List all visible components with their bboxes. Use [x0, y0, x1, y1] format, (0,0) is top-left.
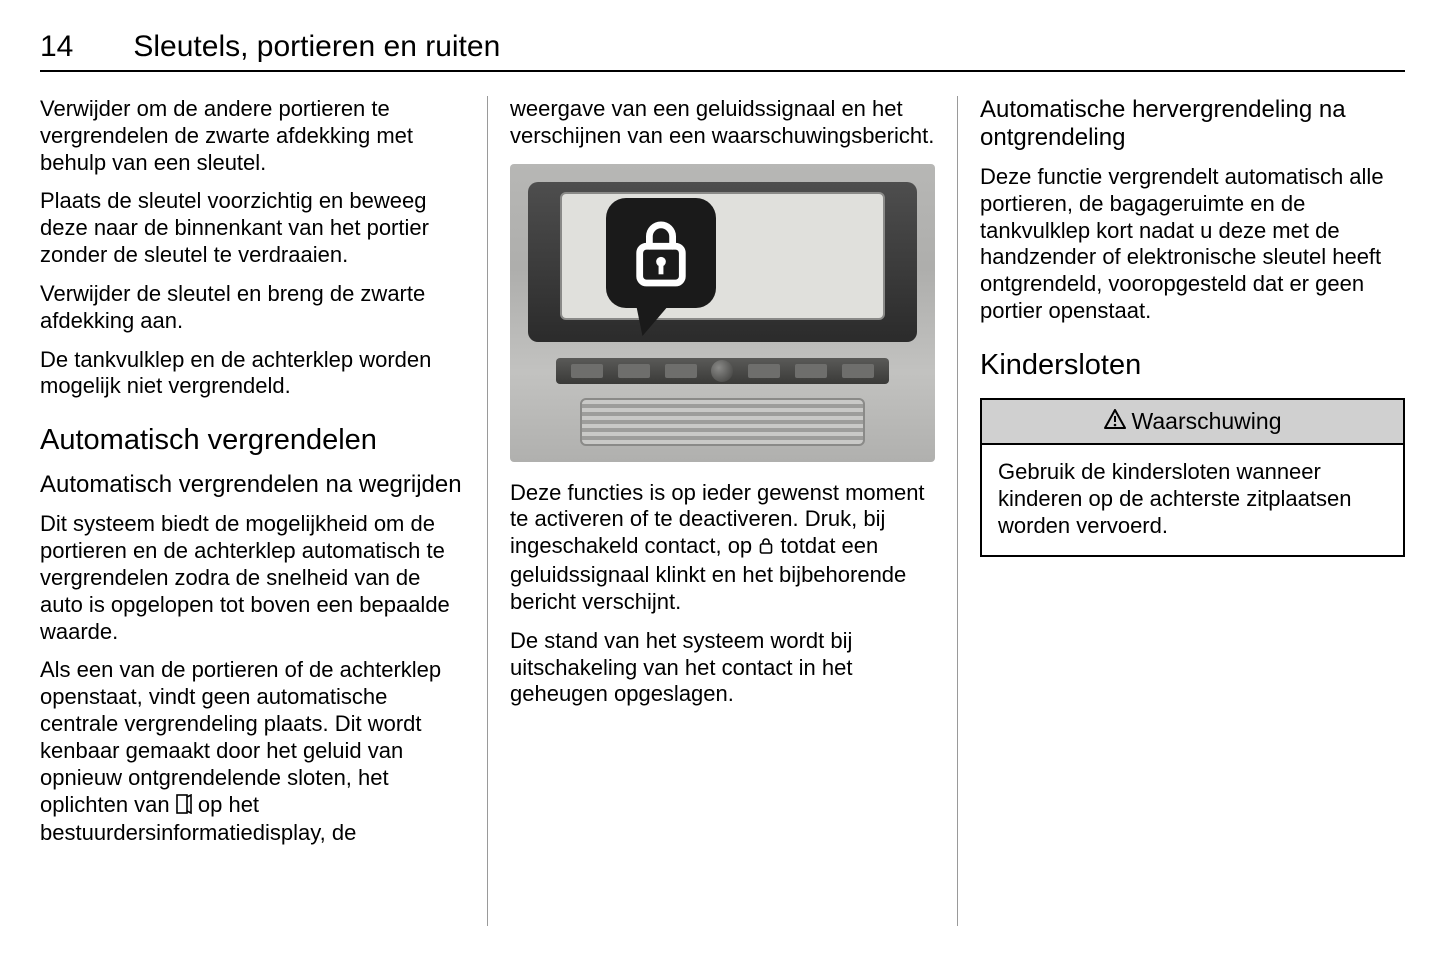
paragraph: Verwijder de sleutel en breng de zwarte … — [40, 281, 465, 335]
paragraph: Dit systeem biedt de mogelijkheid om de … — [40, 511, 465, 645]
control-button — [571, 364, 603, 378]
column-2: weergave van een geluidssignaal en het v… — [488, 96, 957, 926]
paragraph: Verwijder om de andere portieren te verg… — [40, 96, 465, 176]
air-vent — [580, 398, 865, 446]
dashboard-controls — [556, 358, 889, 384]
subheading-lock-driveaway: Automatisch vergrendelen na wegrijden — [40, 471, 465, 499]
paragraph: Als een van de portieren of de achter­kl… — [40, 657, 465, 847]
content-columns: Verwijder om de andere portieren te verg… — [40, 96, 1405, 926]
lock-button-icon — [758, 535, 774, 562]
control-button — [795, 364, 827, 378]
door-open-icon — [176, 794, 192, 821]
lock-icon-bubble — [606, 198, 716, 308]
warning-title: Waarschuwing — [1132, 408, 1282, 435]
control-knob — [711, 360, 733, 382]
paragraph: De stand van het systeem wordt bij uitsc… — [510, 628, 935, 708]
paragraph: De tankvulklep en de achterklep worden m… — [40, 347, 465, 401]
heading-automatic-lock: Automatisch vergrendelen — [40, 424, 465, 457]
figure-dashboard-lock — [510, 164, 935, 462]
column-1: Verwijder om de andere portieren te verg… — [40, 96, 487, 926]
subheading-auto-relock: Automatische hervergrendeling na ontgren… — [980, 96, 1405, 152]
control-button — [842, 364, 874, 378]
warning-triangle-icon — [1104, 408, 1126, 435]
control-button — [618, 364, 650, 378]
column-3: Automatische hervergrendeling na ontgren… — [958, 96, 1405, 926]
control-button — [665, 364, 697, 378]
paragraph: Deze functies is op ieder gewenst moment… — [510, 480, 935, 616]
warning-box: Waarschuwing Gebruik de kindersloten wan… — [980, 398, 1405, 557]
control-button — [748, 364, 780, 378]
paragraph: Plaats de sleutel voorzichtig en beweeg … — [40, 188, 465, 268]
chapter-title: Sleutels, portieren en ruiten — [133, 30, 500, 64]
page-header: 14 Sleutels, portieren en ruiten — [40, 30, 1405, 72]
lock-closed-icon — [630, 217, 692, 289]
warning-body: Gebruik de kindersloten wanneer kinderen… — [982, 445, 1403, 555]
warning-header: Waarschuwing — [982, 400, 1403, 445]
page-number: 14 — [40, 30, 73, 64]
paragraph: Deze functie vergrendelt automatisch all… — [980, 164, 1405, 325]
heading-child-locks: Kindersloten — [980, 349, 1405, 382]
paragraph: weergave van een geluidssignaal en het v… — [510, 96, 935, 150]
page: 14 Sleutels, portieren en ruiten Verwijd… — [0, 0, 1445, 965]
